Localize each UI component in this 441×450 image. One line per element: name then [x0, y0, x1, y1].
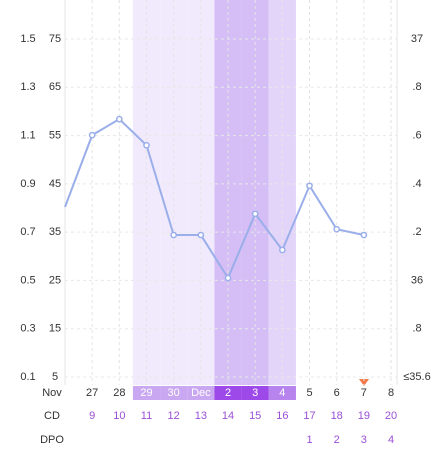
y-tick-label: 15	[49, 323, 61, 335]
today-marker	[359, 379, 369, 386]
y2-tick-label: ≤35.6	[403, 371, 430, 383]
x-tick-label: 4	[279, 387, 285, 399]
date-pill	[268, 386, 283, 400]
bands	[132, 0, 296, 385]
point	[251, 210, 259, 218]
point	[333, 225, 341, 233]
row-value: 1	[306, 434, 312, 446]
point	[197, 231, 205, 239]
y2-tick-label: 36	[411, 274, 423, 286]
y-tick-label: 25	[49, 274, 61, 286]
y-tick-label: 45	[49, 178, 61, 190]
point	[224, 274, 232, 282]
x-tick-label: Nov	[42, 387, 62, 399]
y-tick-label: 35	[49, 226, 61, 238]
y2-tick-label: 37	[411, 33, 423, 45]
point	[170, 231, 178, 239]
x-tick-label: 2	[225, 387, 231, 399]
y2-tick-label: .4	[412, 178, 421, 190]
y3-tick-label: 1.1	[20, 129, 35, 141]
y3-tick-label: 0.1	[20, 371, 35, 383]
x-tick-label: 3	[252, 387, 258, 399]
x-tick-label: 8	[388, 387, 394, 399]
x-tick-label: 29	[140, 387, 152, 399]
row-value: 16	[276, 410, 288, 422]
y-tick-label: 5	[52, 371, 58, 383]
y3-tick-label: 1.3	[20, 81, 35, 93]
row-value: 13	[195, 410, 207, 422]
y3-tick-label: 0.3	[20, 323, 35, 335]
x-tick-label: 5	[306, 387, 312, 399]
y-tick-label: 75	[49, 33, 61, 45]
y2-tick-label: .6	[412, 129, 421, 141]
row-value: 9	[89, 410, 95, 422]
row-value: 15	[249, 410, 261, 422]
row-value: 12	[168, 410, 180, 422]
row-value: 18	[331, 410, 343, 422]
x-tick-label: 28	[113, 387, 125, 399]
point	[279, 246, 286, 254]
y-tick-label: 55	[49, 129, 61, 141]
date-pill	[160, 386, 188, 400]
row-label: CD	[44, 410, 60, 422]
x-tick-label: Dec	[191, 387, 211, 399]
y3-tick-label: 0.7	[20, 226, 35, 238]
row-value: 3	[361, 434, 367, 446]
point	[306, 182, 313, 190]
point	[115, 115, 123, 123]
point	[143, 141, 150, 149]
y2-tick-label: .2	[412, 226, 421, 238]
point	[360, 231, 368, 239]
y2-tick-label: .8	[412, 81, 421, 93]
x-tick-label: 6	[334, 387, 340, 399]
y3-tick-label: 0.9	[20, 178, 35, 190]
x-tick-label: 7	[361, 387, 367, 399]
x-tick-label: 27	[86, 387, 98, 399]
row-value: 19	[358, 410, 370, 422]
y3-tick-label: 1.5	[20, 33, 35, 45]
y-tick-label: 65	[49, 81, 61, 93]
date-pill	[214, 386, 242, 400]
row-value: 10	[113, 410, 125, 422]
date-pill	[146, 386, 161, 400]
row-value: 11	[141, 410, 152, 422]
date-pill	[241, 386, 269, 400]
row-value: 2	[334, 434, 340, 446]
row-label: DPO	[40, 434, 64, 446]
row-value: 17	[303, 410, 315, 422]
y2-tick-label: .8	[412, 323, 421, 335]
x-tick-label: 30	[168, 387, 180, 399]
y3-tick-label: 0.5	[20, 274, 35, 286]
row-value: 14	[222, 410, 234, 422]
series-line	[64, 117, 365, 281]
row-value: 20	[385, 410, 397, 422]
row-value: 4	[388, 434, 394, 446]
point	[88, 131, 96, 139]
date-pill	[187, 386, 215, 400]
